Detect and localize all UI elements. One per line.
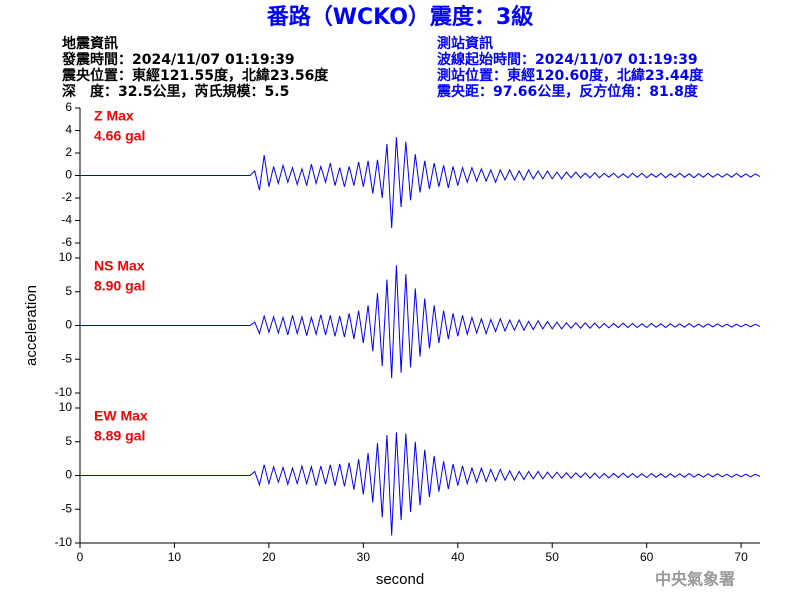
- info-line: 震央距：97.66公里，反方位角：81.8度: [436, 83, 699, 100]
- x-axis-label: second: [376, 571, 424, 588]
- x-tick-label: 60: [640, 550, 654, 564]
- y-tick-label: 5: [65, 284, 72, 298]
- max-label: 8.89 gal: [94, 428, 145, 444]
- y-tick-label: 0: [65, 168, 72, 182]
- y-tick-label: -5: [61, 501, 72, 515]
- x-tick-label: 30: [357, 550, 371, 564]
- info-line: 測站資訊: [437, 35, 493, 52]
- y-tick-label: -5: [61, 351, 72, 365]
- y-tick-label: 4: [65, 123, 72, 137]
- y-tick-label: -4: [61, 213, 72, 227]
- y-axis-label: acceleration: [23, 285, 40, 366]
- y-tick-label: -6: [61, 235, 72, 249]
- x-tick-label: 70: [734, 550, 748, 564]
- x-tick-label: 50: [546, 550, 560, 564]
- component-label: Z Max: [94, 108, 134, 124]
- max-label: 4.66 gal: [94, 128, 145, 144]
- x-tick-label: 20: [262, 550, 276, 564]
- y-tick-label: 2: [65, 145, 72, 159]
- waveform: [80, 432, 761, 536]
- info-line: 測站位置：東經120.60度，北緯23.44度: [437, 67, 704, 84]
- info-line: 震央位置：東經121.55度，北緯23.56度: [61, 67, 329, 84]
- y-tick-label: 10: [59, 400, 73, 414]
- title: 番路（WCKO）震度：3級: [266, 4, 533, 30]
- y-tick-label: -10: [55, 385, 73, 399]
- footer: 中央氣象署: [655, 570, 735, 589]
- waveform: [80, 265, 761, 379]
- x-tick-label: 40: [451, 550, 465, 564]
- y-tick-label: 5: [65, 434, 72, 448]
- x-tick-label: 10: [168, 550, 182, 564]
- waveform: [80, 137, 761, 228]
- info-line: 發震時間：2024/11/07 01:19:39: [61, 51, 295, 68]
- info-line: 地震資訊: [62, 35, 118, 52]
- info-line: 深 度：32.5公里，芮氏規模：5.5: [62, 83, 289, 100]
- component-label: NS Max: [94, 258, 145, 274]
- y-tick-label: 0: [65, 468, 72, 482]
- info-line: 波線起始時間：2024/11/07 01:19:39: [437, 51, 698, 68]
- y-tick-label: 0: [65, 318, 72, 332]
- component-label: EW Max: [94, 408, 148, 424]
- y-tick-label: -2: [61, 190, 72, 204]
- y-tick-label: -10: [55, 535, 73, 549]
- y-tick-label: 10: [59, 250, 73, 264]
- x-tick-label: 0: [77, 550, 84, 564]
- y-tick-label: 6: [65, 100, 72, 114]
- max-label: 8.90 gal: [94, 278, 145, 294]
